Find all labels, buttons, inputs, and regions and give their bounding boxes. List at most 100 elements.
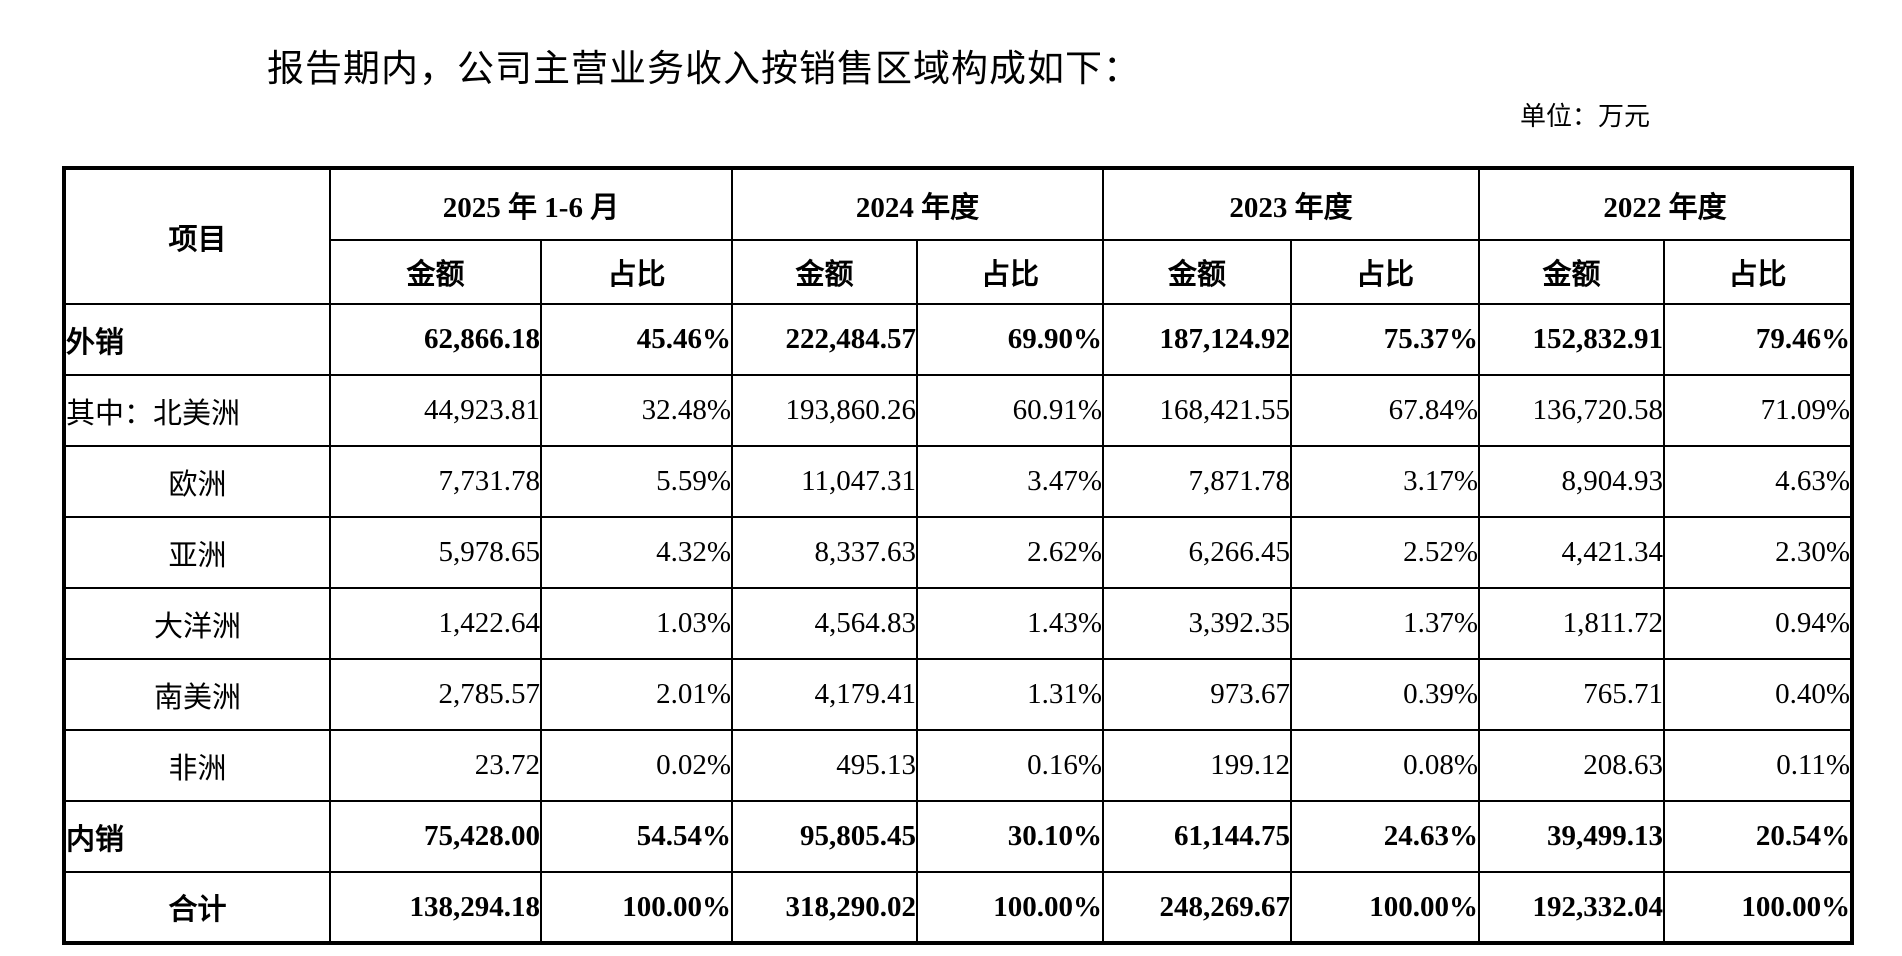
cell-amount: 138,294.18 (329, 871, 542, 944)
cell-amount: 168,421.55 (1102, 374, 1293, 447)
cell-ratio: 4.63% (1663, 445, 1854, 518)
cell-ratio: 1.31% (916, 658, 1105, 731)
subheader-amount-2022: 金额 (1478, 239, 1666, 305)
cell-ratio: 0.16% (916, 729, 1105, 802)
header-row-periods: 项目 2025 年 1-6 月 2024 年度 2023 年度 2022 年度 (63, 167, 1854, 305)
cell-ratio: 75.37% (1290, 303, 1481, 376)
cell-amount: 193,860.26 (731, 374, 919, 447)
cell-amount: 222,484.57 (731, 303, 919, 376)
unit-label: 单位：万元 (1520, 102, 1651, 131)
column-header-item: 项目 (63, 167, 331, 305)
cell-ratio: 24.63% (1290, 800, 1481, 873)
cell-ratio: 0.94% (1663, 587, 1854, 660)
row-label: 亚洲 (63, 516, 331, 589)
cell-amount: 495.13 (731, 729, 919, 802)
row-label: 大洋洲 (63, 587, 331, 660)
cell-amount: 7,871.78 (1102, 445, 1293, 518)
cell-ratio: 30.10% (916, 800, 1105, 873)
cell-ratio: 79.46% (1663, 303, 1854, 376)
cell-amount: 192,332.04 (1478, 871, 1666, 944)
cell-amount: 8,904.93 (1478, 445, 1666, 518)
cell-ratio: 67.84% (1290, 374, 1481, 447)
page-title: 报告期内，公司主营业务收入按销售区域构成如下： (267, 49, 1141, 90)
table-row-oceania: 大洋洲 1,422.64 1.03% 4,564.83 1.43% 3,392.… (63, 587, 1854, 660)
cell-ratio: 100.00% (1663, 871, 1854, 944)
row-label: 外销 (63, 303, 331, 376)
cell-amount: 2,785.57 (329, 658, 542, 731)
column-header-2025: 2025 年 1-6 月 (328, 167, 734, 241)
cell-amount: 4,421.34 (1478, 516, 1666, 589)
revenue-by-region-table: 项目 2025 年 1-6 月 2024 年度 2023 年度 2022 年度 … (62, 166, 1855, 945)
cell-amount: 208.63 (1478, 729, 1666, 802)
cell-amount: 75,428.00 (329, 800, 542, 873)
cell-ratio: 0.08% (1290, 729, 1481, 802)
row-label: 其中：北美洲 (63, 374, 331, 447)
cell-amount: 7,731.78 (329, 445, 542, 518)
cell-ratio: 45.46% (539, 303, 734, 376)
column-header-2023: 2023 年度 (1102, 167, 1481, 241)
cell-ratio: 32.48% (539, 374, 734, 447)
header-row-subcolumns: 金额 占比 金额 占比 金额 占比 金额 占比 (64, 239, 1854, 305)
subheader-amount-2025: 金额 (329, 239, 542, 305)
cell-ratio: 71.09% (1663, 374, 1854, 447)
cell-amount: 23.72 (329, 729, 542, 802)
cell-amount: 973.67 (1102, 658, 1293, 731)
table-row-domestic: 内销 75,428.00 54.54% 95,805.45 30.10% 61,… (63, 800, 1854, 873)
cell-ratio: 5.59% (539, 445, 734, 518)
cell-ratio: 100.00% (1290, 871, 1481, 944)
cell-ratio: 1.43% (916, 587, 1105, 660)
table-row-north-america: 其中：北美洲 44,923.81 32.48% 193,860.26 60.91… (63, 374, 1854, 447)
column-header-2024: 2024 年度 (731, 167, 1105, 241)
cell-ratio: 100.00% (916, 871, 1105, 944)
cell-amount: 187,124.92 (1102, 303, 1293, 376)
cell-ratio: 2.52% (1290, 516, 1481, 589)
cell-ratio: 100.00% (539, 871, 734, 944)
cell-amount: 61,144.75 (1102, 800, 1293, 873)
cell-amount: 136,720.58 (1478, 374, 1666, 447)
table-row-europe: 欧洲 7,731.78 5.59% 11,047.31 3.47% 7,871.… (63, 445, 1854, 518)
cell-amount: 8,337.63 (731, 516, 919, 589)
cell-amount: 6,266.45 (1102, 516, 1293, 589)
cell-amount: 248,269.67 (1102, 871, 1293, 944)
subheader-amount-2024: 金额 (731, 239, 919, 305)
table-row-total: 合计 138,294.18 100.00% 318,290.02 100.00%… (63, 871, 1854, 944)
cell-ratio: 20.54% (1663, 800, 1854, 873)
row-label: 欧洲 (63, 445, 331, 518)
table-row-asia: 亚洲 5,978.65 4.32% 8,337.63 2.62% 6,266.4… (63, 516, 1854, 589)
subheader-ratio-2023: 占比 (1290, 239, 1481, 305)
cell-ratio: 54.54% (539, 800, 734, 873)
cell-ratio: 0.39% (1290, 658, 1481, 731)
cell-ratio: 2.01% (539, 658, 734, 731)
cell-amount: 11,047.31 (731, 445, 919, 518)
cell-ratio: 69.90% (916, 303, 1105, 376)
cell-ratio: 0.11% (1663, 729, 1854, 802)
table-row-africa: 非洲 23.72 0.02% 495.13 0.16% 199.12 0.08%… (63, 729, 1854, 802)
cell-ratio: 1.03% (539, 587, 734, 660)
cell-amount: 3,392.35 (1102, 587, 1293, 660)
cell-ratio: 3.17% (1290, 445, 1481, 518)
cell-ratio: 2.30% (1663, 516, 1854, 589)
cell-ratio: 3.47% (916, 445, 1105, 518)
cell-amount: 199.12 (1102, 729, 1293, 802)
cell-amount: 39,499.13 (1478, 800, 1666, 873)
cell-amount: 5,978.65 (329, 516, 542, 589)
cell-ratio: 60.91% (916, 374, 1105, 447)
cell-ratio: 0.40% (1663, 658, 1854, 731)
cell-amount: 62,866.18 (329, 303, 542, 376)
cell-ratio: 1.37% (1290, 587, 1481, 660)
cell-amount: 95,805.45 (731, 800, 919, 873)
table-row-south-america: 南美洲 2,785.57 2.01% 4,179.41 1.31% 973.67… (63, 658, 1854, 731)
cell-amount: 44,923.81 (329, 374, 542, 447)
cell-amount: 152,832.91 (1478, 303, 1666, 376)
subheader-amount-2023: 金额 (1102, 239, 1293, 305)
cell-ratio: 4.32% (539, 516, 734, 589)
row-label: 合计 (63, 871, 331, 944)
cell-amount: 4,179.41 (731, 658, 919, 731)
cell-amount: 1,422.64 (329, 587, 542, 660)
cell-amount: 1,811.72 (1478, 587, 1666, 660)
cell-amount: 765.71 (1478, 658, 1666, 731)
cell-ratio: 0.02% (539, 729, 734, 802)
subheader-ratio-2025: 占比 (539, 239, 734, 305)
row-label: 南美洲 (63, 658, 331, 731)
